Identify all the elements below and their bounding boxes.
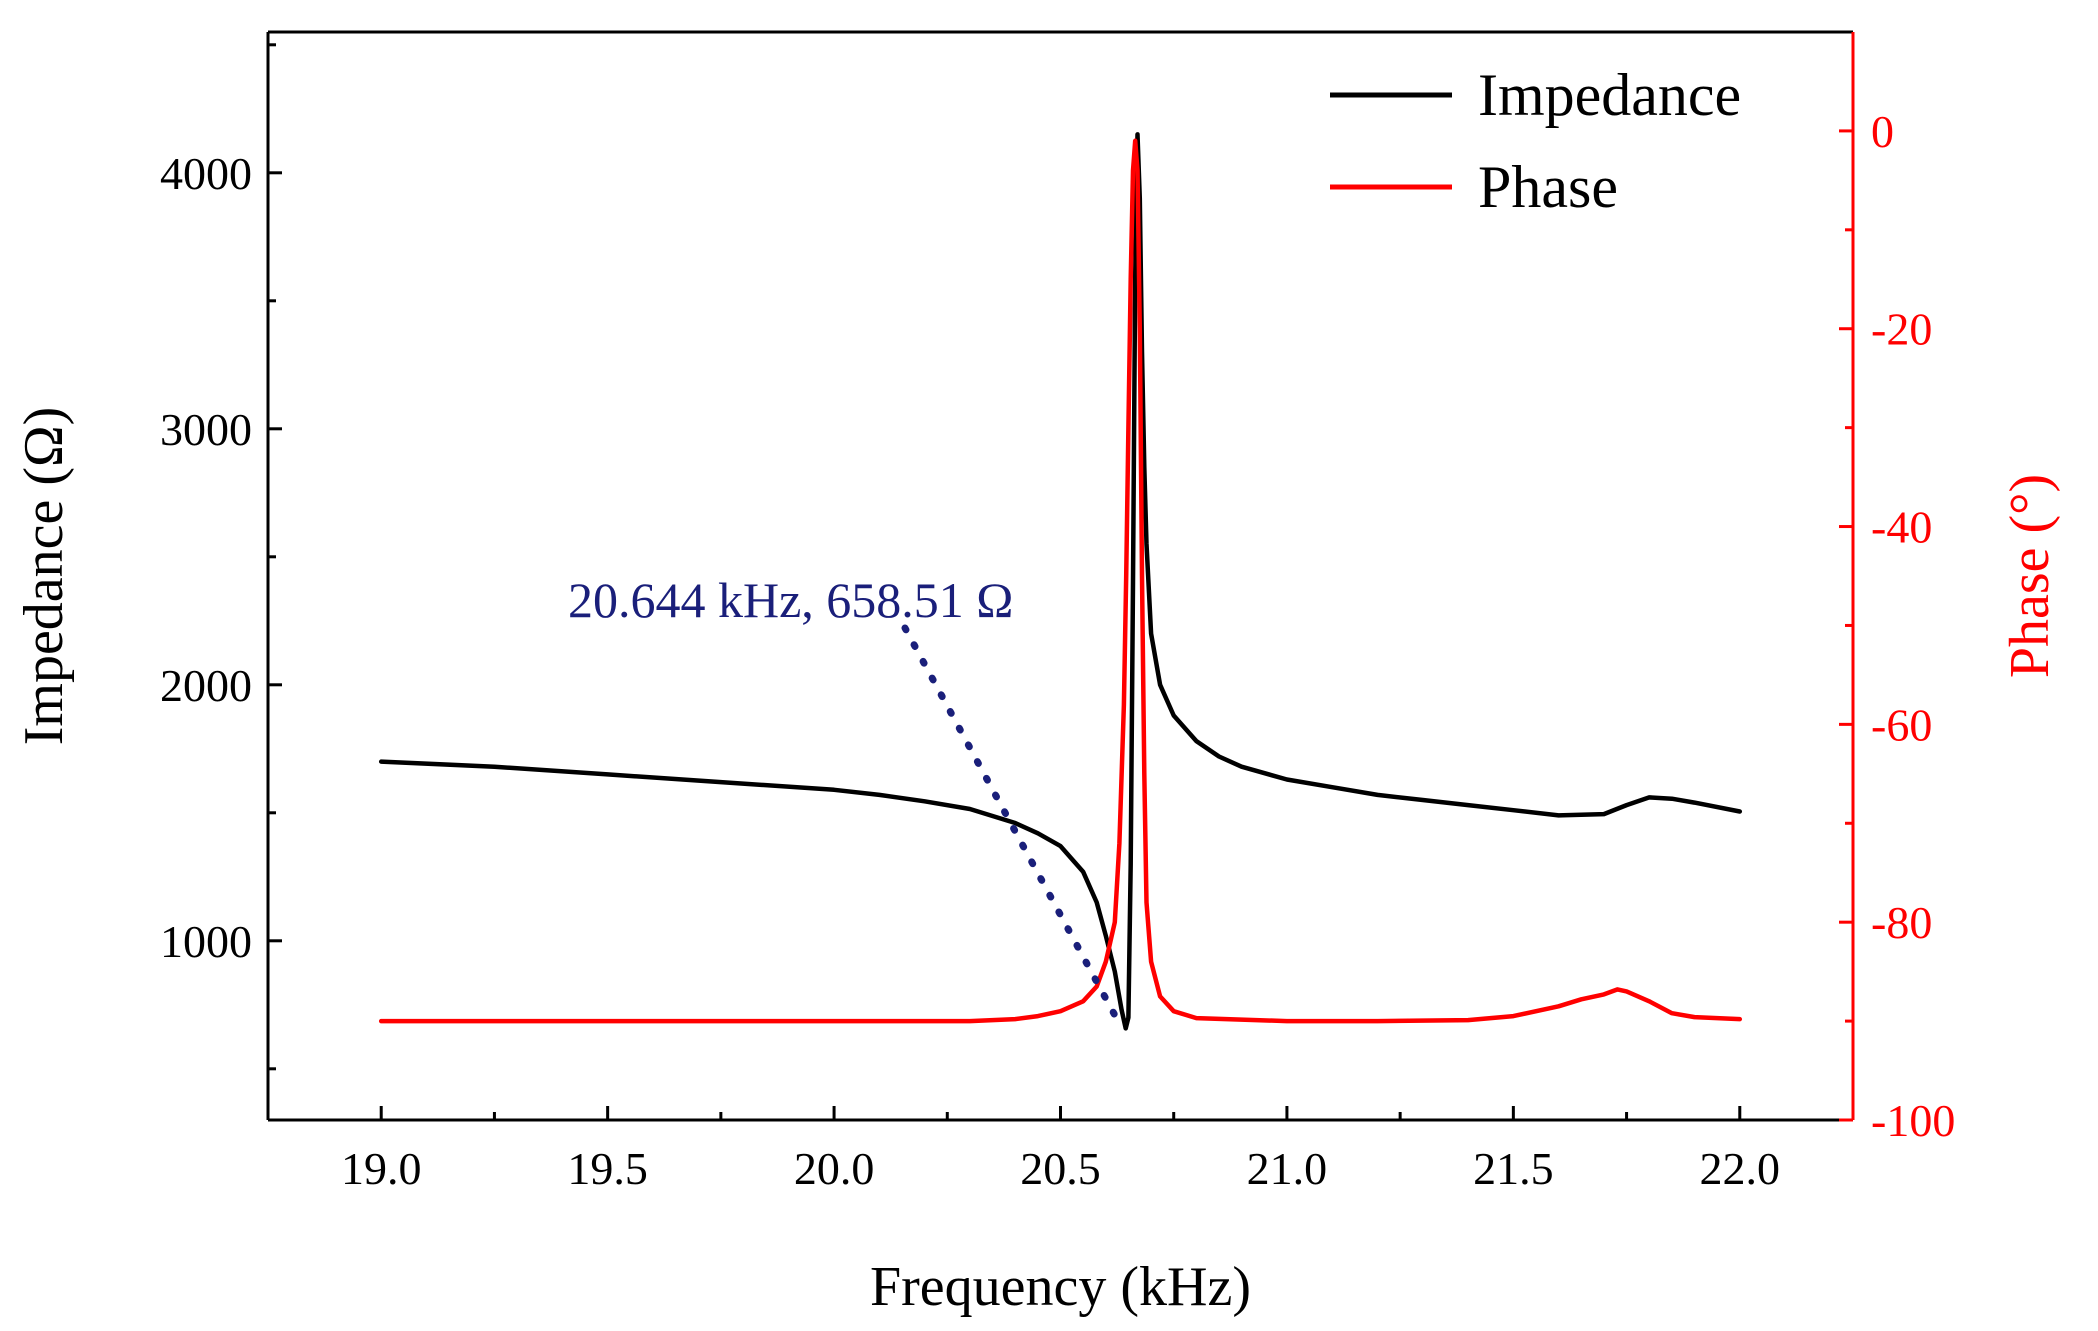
y-right-axis-title: Phase (°): [1999, 474, 2061, 678]
y-right-tick-label: -80: [1871, 897, 1932, 948]
legend-label-phase: Phase: [1478, 154, 1618, 220]
x-tick-label: 20.0: [794, 1143, 875, 1194]
x-tick-label: 22.0: [1700, 1143, 1781, 1194]
y-right-tick-label: -60: [1871, 699, 1932, 750]
annotation-label: 20.644 kHz, 658.51 Ω: [568, 572, 1013, 628]
axes-layer: 19.0 19.5 20.0 20.5 21.0 21.5 22.0 1000 2000 3000…: [13, 30, 2061, 1318]
y-right-tick-label: -100: [1871, 1095, 1955, 1146]
y-left-tick-label: 1000: [160, 916, 252, 967]
annotation-leader-line: [901, 624, 1124, 1028]
series-line-phase: [378, 138, 1743, 1024]
series-layer: [378, 132, 1743, 1031]
y-left-tick-label: 2000: [160, 660, 252, 711]
annotation-layer: 20.644 kHz, 658.51 Ω: [568, 572, 1124, 1028]
x-tick-label: 19.5: [567, 1143, 648, 1194]
x-tick-label: 21.5: [1473, 1143, 1554, 1194]
y-right-tick-label: 0: [1871, 106, 1894, 157]
y-left-tick-label: 4000: [160, 148, 252, 199]
x-tick-label: 20.5: [1020, 1143, 1101, 1194]
x-tick-label: 19.0: [341, 1143, 422, 1194]
y-right-tick-label: -20: [1871, 304, 1932, 355]
x-axis-title: Frequency (kHz): [870, 1256, 1251, 1318]
y-right-tick-label: -40: [1871, 502, 1932, 553]
y-left-axis-title: Impedance (Ω): [13, 407, 75, 746]
legend-label-impedance: Impedance: [1478, 62, 1741, 128]
legend: Impedance Phase: [1330, 62, 1741, 220]
y-left-tick-label: 3000: [160, 404, 252, 455]
x-tick-label: 21.0: [1247, 1143, 1328, 1194]
